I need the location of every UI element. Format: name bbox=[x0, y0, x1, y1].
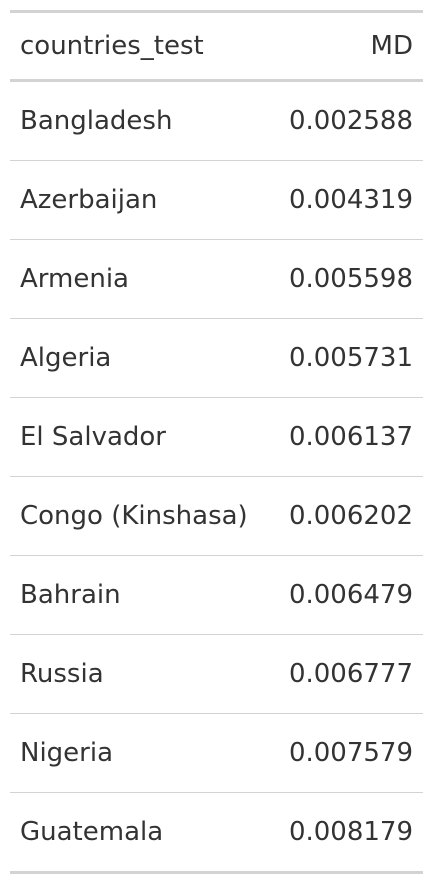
table-row: Guatemala 0.008179 bbox=[10, 792, 423, 874]
md-cell: 0.002588 bbox=[271, 80, 423, 161]
md-cell: 0.006479 bbox=[271, 555, 423, 635]
country-cell: Russia bbox=[10, 634, 272, 714]
table-row: El Salvador 0.006137 bbox=[10, 397, 423, 477]
table-body: Bangladesh 0.002588 Azerbaijan 0.004319 … bbox=[10, 80, 423, 874]
md-cell: 0.006137 bbox=[271, 397, 423, 477]
table-header: countries_test MD bbox=[10, 11, 423, 81]
table-row: Nigeria 0.007579 bbox=[10, 713, 423, 793]
md-cell: 0.008179 bbox=[271, 792, 423, 874]
data-table-container: countries_test MD Bangladesh 0.002588 Az… bbox=[10, 10, 423, 874]
table-row: Bahrain 0.006479 bbox=[10, 555, 423, 635]
column-header-countries-test: countries_test bbox=[20, 31, 204, 61]
table-row: Congo (Kinshasa) 0.006202 bbox=[10, 476, 423, 556]
country-cell: Azerbaijan bbox=[10, 160, 272, 240]
md-cell: 0.005598 bbox=[271, 239, 423, 319]
header-row: countries_test MD bbox=[10, 11, 423, 81]
md-cell: 0.006777 bbox=[271, 634, 423, 714]
data-table: countries_test MD Bangladesh 0.002588 Az… bbox=[10, 10, 423, 874]
table-row: Algeria 0.005731 bbox=[10, 318, 423, 398]
column-header-md: MD bbox=[370, 31, 413, 61]
country-cell: Armenia bbox=[10, 239, 272, 319]
md-cell: 0.005731 bbox=[271, 318, 423, 398]
country-cell: Congo (Kinshasa) bbox=[10, 476, 272, 556]
country-cell: Bahrain bbox=[10, 555, 272, 635]
country-cell: Bangladesh bbox=[10, 80, 272, 161]
country-cell: Algeria bbox=[10, 318, 272, 398]
md-cell: 0.007579 bbox=[271, 713, 423, 793]
md-cell: 0.006202 bbox=[271, 476, 423, 556]
table-row: Armenia 0.005598 bbox=[10, 239, 423, 319]
md-cell: 0.004319 bbox=[271, 160, 423, 240]
table-row: Russia 0.006777 bbox=[10, 634, 423, 714]
country-cell: Guatemala bbox=[10, 792, 272, 874]
country-cell: Nigeria bbox=[10, 713, 272, 793]
country-cell: El Salvador bbox=[10, 397, 272, 477]
table-row: Azerbaijan 0.004319 bbox=[10, 160, 423, 240]
table-row: Bangladesh 0.002588 bbox=[10, 80, 423, 161]
